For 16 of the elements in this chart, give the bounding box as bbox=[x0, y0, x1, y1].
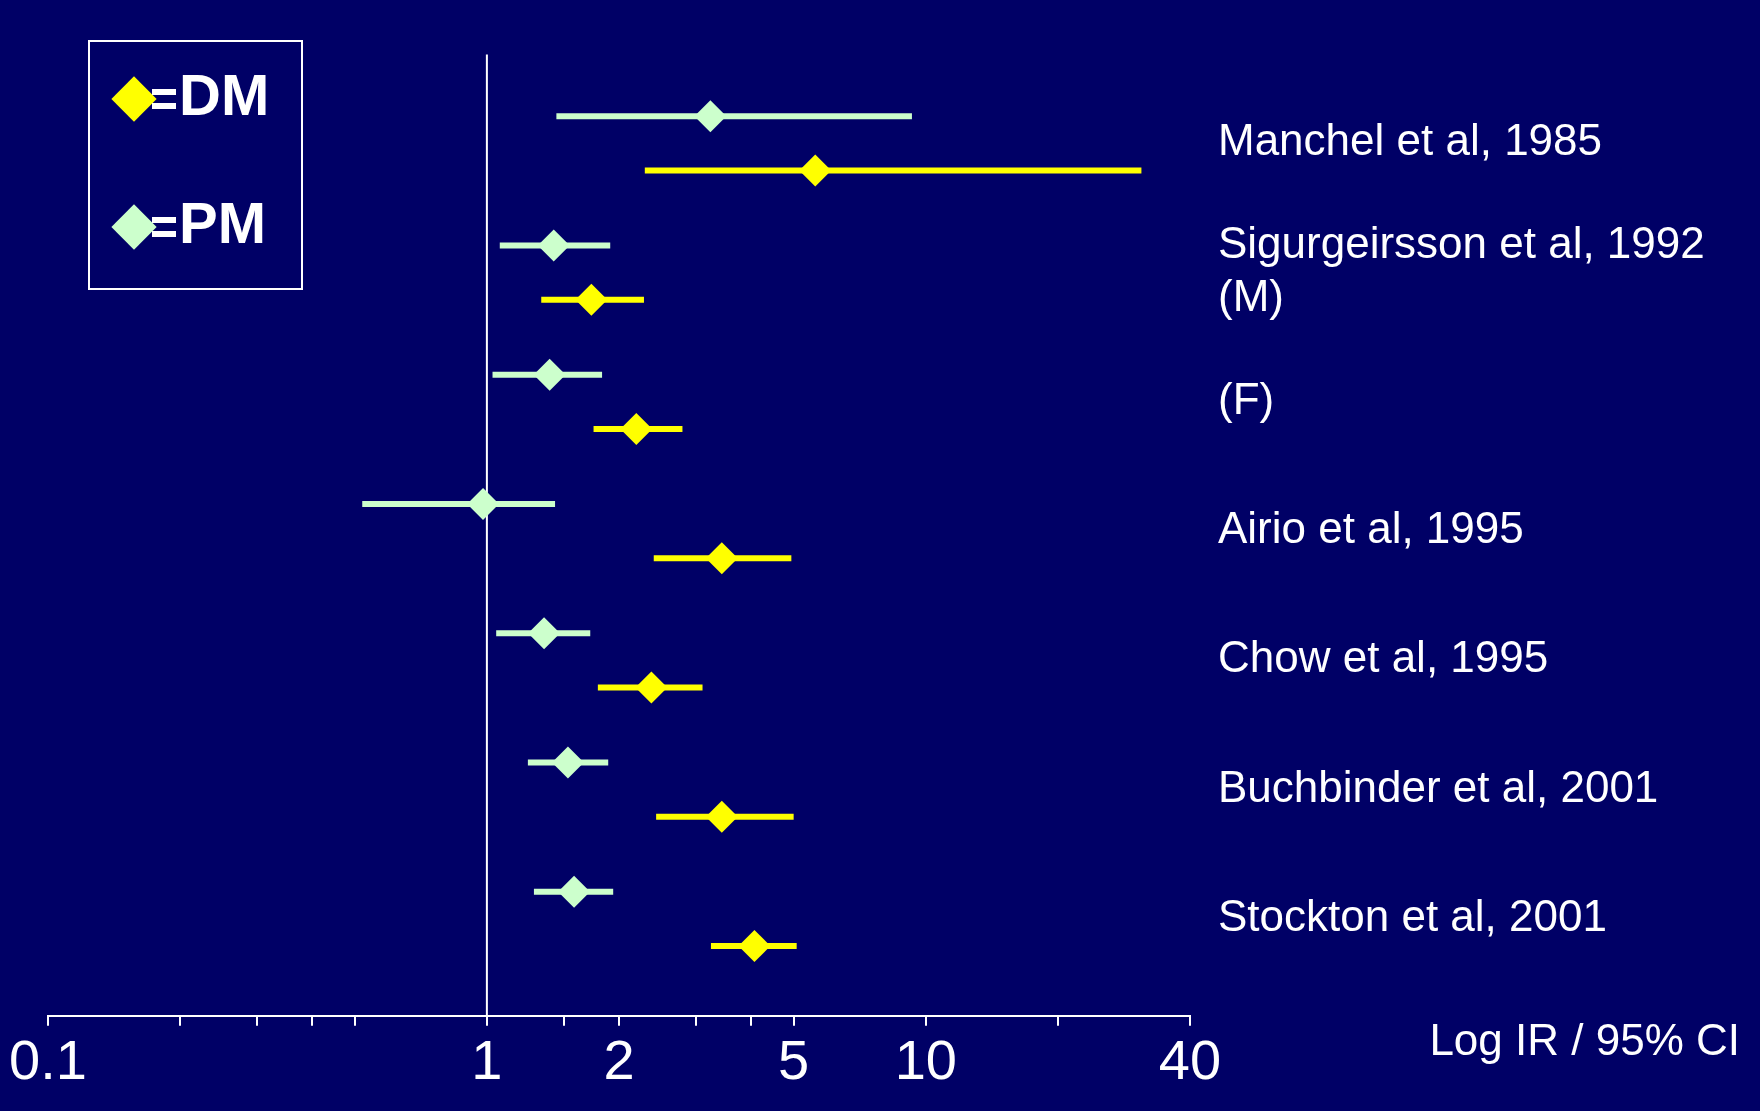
y-tick-label: Sigurgeirsson et al, 1992 (M) bbox=[1218, 218, 1705, 321]
legend-label: PM bbox=[179, 190, 266, 255]
y-tick-label: Stockton et al, 2001 bbox=[1218, 891, 1607, 940]
x-tick-label: 2 bbox=[603, 1027, 635, 1091]
x-tick-label: 0.1 bbox=[9, 1027, 87, 1091]
legend-label: DM bbox=[179, 62, 270, 127]
y-tick-label: Manchel et al, 1985 bbox=[1218, 115, 1603, 165]
x-tick-label: 1 bbox=[471, 1027, 503, 1091]
x-tick-label: 40 bbox=[1158, 1027, 1222, 1091]
x-axis-title: Log IR / 95% CI bbox=[1429, 1015, 1740, 1065]
y-tick-label: Chow et al, 1995 bbox=[1218, 632, 1549, 682]
y-tick-label: Airio et al, 1995 bbox=[1218, 503, 1524, 553]
y-tick-label: (F) bbox=[1218, 373, 1275, 423]
x-tick-label: 10 bbox=[894, 1027, 957, 1091]
y-tick-label: Buchbinder et al, 2001 bbox=[1218, 761, 1659, 811]
x-tick-label: 5 bbox=[778, 1027, 810, 1091]
